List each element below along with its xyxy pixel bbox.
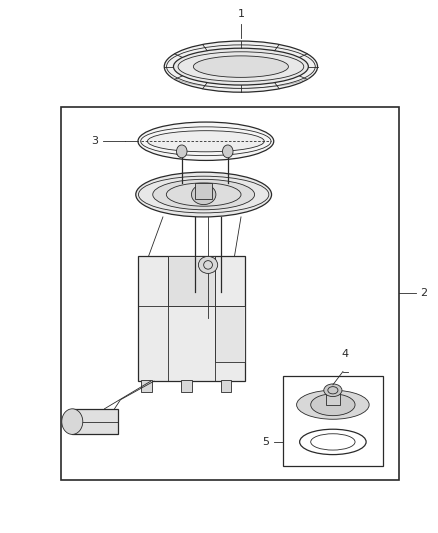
Text: 5: 5 <box>262 437 269 447</box>
Ellipse shape <box>136 172 272 217</box>
Ellipse shape <box>311 394 355 416</box>
Bar <box>168 256 215 306</box>
Ellipse shape <box>62 409 83 434</box>
Ellipse shape <box>177 145 187 158</box>
Ellipse shape <box>198 256 218 273</box>
Ellipse shape <box>194 56 288 77</box>
Text: 2: 2 <box>420 288 427 298</box>
Ellipse shape <box>324 384 342 397</box>
Bar <box>141 380 152 392</box>
Bar <box>283 376 383 466</box>
Bar <box>221 380 231 392</box>
Bar <box>195 183 212 199</box>
Ellipse shape <box>223 145 233 158</box>
Ellipse shape <box>173 48 308 85</box>
Text: 4: 4 <box>341 349 349 359</box>
Bar <box>61 107 399 480</box>
Bar <box>138 256 245 381</box>
Bar <box>72 409 118 434</box>
Bar <box>215 306 245 362</box>
Ellipse shape <box>138 122 274 160</box>
Bar <box>326 390 340 405</box>
Ellipse shape <box>148 131 264 152</box>
Text: 1: 1 <box>237 9 244 19</box>
Ellipse shape <box>153 179 254 210</box>
Bar <box>181 380 191 392</box>
Text: 3: 3 <box>92 136 99 146</box>
Ellipse shape <box>191 184 216 205</box>
Ellipse shape <box>297 390 369 419</box>
Ellipse shape <box>164 41 318 92</box>
